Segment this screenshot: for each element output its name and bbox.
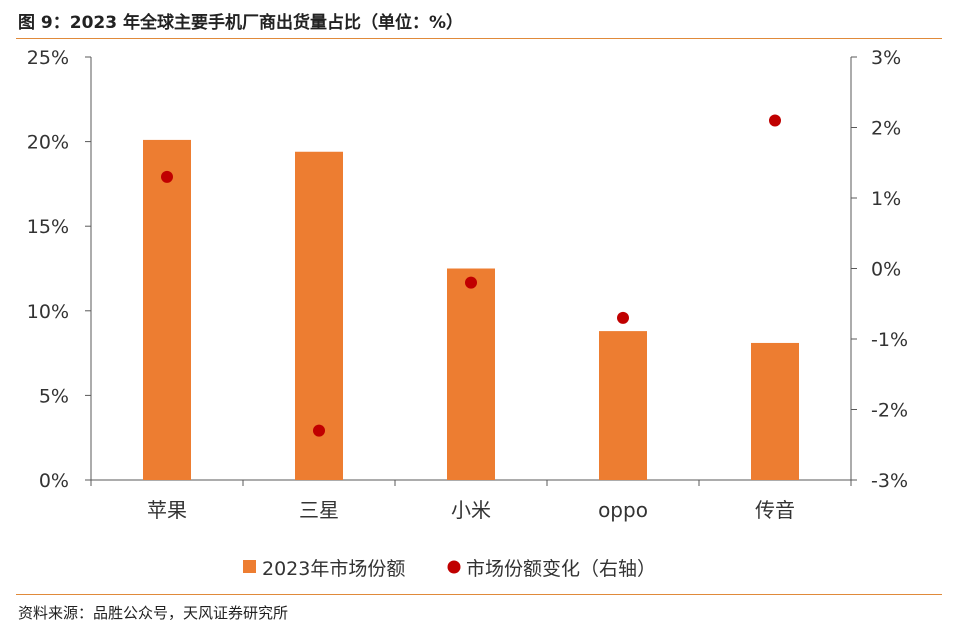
bar (447, 268, 495, 480)
category-label: 三星 (299, 498, 339, 522)
left-tick-label: 15% (27, 216, 69, 238)
scatter-series (161, 114, 781, 437)
category-label: 苹果 (147, 498, 187, 522)
right-tick-label: 2% (871, 118, 901, 140)
bar (599, 331, 647, 480)
category-label: 小米 (451, 498, 491, 522)
legend-swatch-dot (447, 560, 461, 574)
bar (751, 342, 799, 480)
category-label: 传音 (755, 498, 795, 522)
bar-series (143, 139, 799, 480)
legend-label-dot: 市场份额变化（右轴） (466, 558, 656, 580)
footer-divider (16, 594, 942, 595)
data-point (465, 276, 477, 289)
left-tick-label: 0% (39, 470, 69, 492)
right-tick-label: -2% (871, 400, 908, 422)
data-point (617, 311, 629, 324)
chart-title: 图 9：2023 年全球主要手机厂商出货量占比（单位：%） (18, 13, 464, 33)
left-tick-label: 10% (27, 301, 69, 323)
data-point (313, 424, 325, 437)
data-point (769, 114, 781, 127)
data-point (161, 170, 173, 183)
legend: 2023年市场份额 市场份额变化（右轴） (243, 558, 656, 580)
right-tick-label: 3% (871, 47, 901, 69)
source-note: 资料来源：品胜公众号，天风证券研究所 (18, 604, 289, 622)
right-axis-ticks: -3% -2% -1% 0% 1% 2% 3% (851, 47, 908, 492)
category-label: oppo (598, 498, 648, 522)
legend-label-bar: 2023年市场份额 (262, 558, 405, 580)
left-tick-label: 20% (27, 132, 69, 154)
right-tick-label: 1% (871, 188, 901, 210)
right-tick-label: -1% (871, 329, 908, 351)
title-divider (16, 38, 942, 39)
legend-swatch-bar (243, 560, 256, 573)
category-labels: 苹果 三星 小米 oppo 传音 (147, 498, 795, 522)
right-tick-label: 0% (871, 259, 901, 281)
left-axis-ticks: 0% 5% 10% 15% 20% 25% (27, 47, 91, 492)
left-tick-label: 25% (27, 47, 69, 69)
right-tick-label: -3% (871, 470, 908, 492)
bar (143, 139, 191, 480)
left-tick-label: 5% (39, 385, 69, 407)
